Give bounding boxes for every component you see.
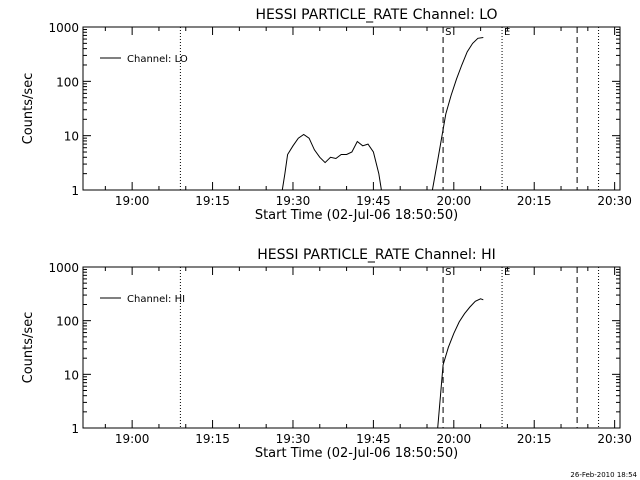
footer-timestamp: 26-Feb-2010 18:54: [570, 471, 637, 479]
chart-title: HESSI PARTICLE_RATE Channel: LO: [255, 7, 497, 23]
legend-label: Channel: LO: [127, 54, 188, 65]
chart-title: HESSI PARTICLE_RATE Channel: HI: [257, 247, 495, 263]
marker-label: E: [504, 267, 510, 278]
y-tick-label: 1000: [48, 21, 79, 35]
x-tick-label: 19:45: [356, 432, 391, 446]
y-tick-label: 1: [71, 184, 79, 198]
x-tick-label: 19:45: [356, 194, 391, 208]
x-tick-label: 20:30: [597, 432, 632, 446]
chart-lo: HESSI PARTICLE_RATE Channel: LO S E 19:00 19…: [21, 7, 632, 223]
x-tick-label: 20:00: [437, 194, 472, 208]
x-tick-label: 19:00: [115, 432, 150, 446]
plot-frame: [82, 26, 621, 191]
x-tick-label: 20:30: [597, 194, 632, 208]
plot-frame: [82, 266, 621, 429]
x-tick-label: 19:15: [195, 432, 230, 446]
x-tick-label: 20:00: [437, 432, 472, 446]
chart-hi: HESSI PARTICLE_RATE Channel: HI S E 19:00 19…: [21, 247, 632, 461]
marker-label: S: [445, 27, 451, 38]
x-tick-label: 20:15: [517, 432, 552, 446]
series-line: [437, 298, 484, 429]
y-tick-label: 100: [56, 75, 79, 89]
series-line: [281, 133, 382, 191]
y-axis-label: Counts/sec: [21, 312, 36, 384]
marker-label: S: [445, 267, 451, 278]
legend-label: Channel: HI: [127, 294, 185, 305]
x-tick-label: 19:15: [195, 194, 230, 208]
x-tick-label: 19:00: [115, 194, 150, 208]
y-tick-label: 10: [64, 368, 79, 382]
x-tick-label: 20:15: [517, 194, 552, 208]
series-line: [431, 37, 484, 191]
y-tick-label: 1000: [48, 261, 79, 275]
x-axis-label: Start Time (02-Jul-06 18:50:50): [255, 208, 458, 223]
x-axis-label: Start Time (02-Jul-06 18:50:50): [255, 446, 458, 461]
marker-label: E: [504, 27, 510, 38]
y-axis-label: Counts/sec: [21, 73, 36, 145]
y-tick-label: 1: [71, 422, 79, 436]
x-tick-label: 19:30: [276, 194, 311, 208]
y-tick-label: 100: [56, 315, 79, 329]
x-tick-label: 19:30: [276, 432, 311, 446]
y-tick-label: 10: [64, 130, 79, 144]
